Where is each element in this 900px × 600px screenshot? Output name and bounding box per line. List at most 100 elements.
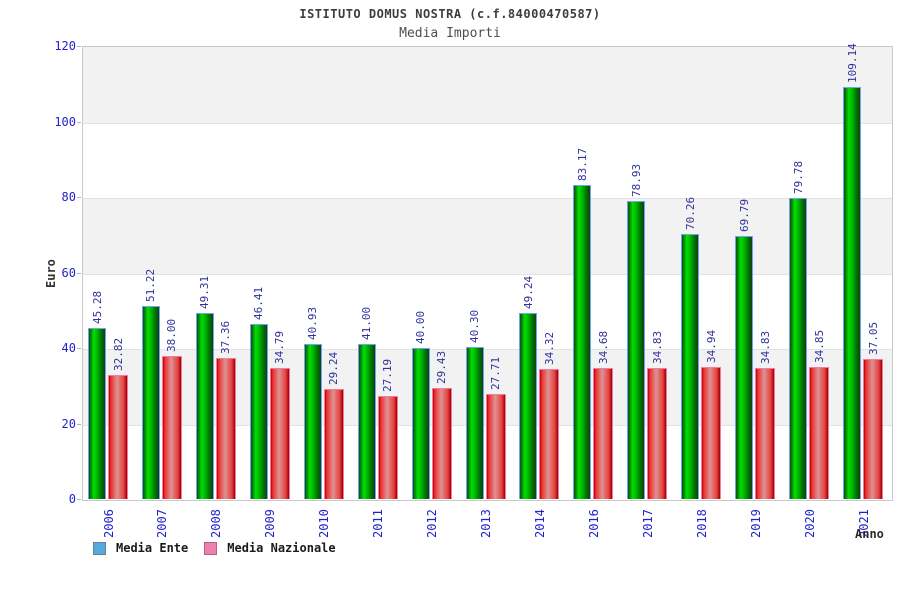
bar-value-label: 29.43 [435,350,449,384]
gridline [83,122,892,124]
y-tick-mark [77,348,81,349]
bar-value-label: 70.26 [683,196,697,230]
bar-media-ente [843,86,862,499]
y-tick-label: 20 [61,416,76,431]
plot-band-gray [83,47,892,123]
bar-value-label: 29.24 [327,351,341,385]
bar-media-nazionale [863,359,884,499]
bar-media-nazionale [485,394,506,499]
bar-value-label: 38.00 [165,318,179,352]
media-ente-swatch-icon [93,541,106,555]
bar-value-label: 34.79 [273,330,287,364]
x-tick-label: 2020 [802,509,817,538]
bar-media-ente [627,201,646,499]
bar-value-label: 34.32 [542,332,556,366]
bar-media-nazionale [593,368,614,499]
x-tick-label: 2017 [640,509,655,538]
bar-value-label: 69.79 [737,198,751,232]
bar-value-label: 34.68 [596,330,610,365]
bar-value-label: 46.41 [252,286,266,320]
x-tick-label: 2012 [425,509,440,538]
bar-value-label: 27.19 [381,359,395,393]
gridline [83,198,892,199]
bar-media-nazionale [539,369,560,499]
x-tick-label: 2013 [479,509,494,538]
bar-media-ente [735,235,754,499]
chart-title: ISTITUTO DOMUS NOSTRA (c.f.84000470587) [299,7,601,21]
bar-media-nazionale [647,367,668,499]
bar-value-label: 83.17 [575,147,589,182]
legend-label: Media Ente [116,541,189,555]
x-tick-label: 2009 [263,509,278,538]
chart-subtitle: Media Importi [399,26,501,41]
bar-media-nazionale [377,396,398,499]
x-tick-label: 2007 [155,509,170,538]
gridline [83,273,892,275]
bar-value-label: 27.71 [489,357,503,391]
bar-value-label: 79.78 [791,160,805,194]
bar-value-label: 34.83 [650,330,664,364]
bar-media-nazionale [755,367,776,499]
plot-band-white [83,122,892,198]
bar-media-ente [411,348,430,499]
x-tick-label: 2010 [317,509,332,538]
bar-media-nazionale [701,367,722,499]
x-tick-label: 2014 [532,509,547,538]
bar-value-label: 37.05 [866,322,880,356]
x-tick-label: 2008 [209,509,224,538]
bar-media-nazionale [215,357,236,499]
bar-media-ente [88,328,106,499]
y-tick-label: 120 [54,39,76,53]
bar-value-label: 49.31 [198,275,212,309]
legend-item-media-nazionale: Media Nazionale [204,541,336,555]
bar-value-label: 37.36 [219,320,233,354]
bar-media-nazionale [431,387,452,499]
gridline [83,349,892,350]
bar-value-label: 34.85 [812,330,826,364]
bar-media-ente [249,323,268,499]
bar-media-ente [573,185,592,499]
bar-value-label: 34.83 [758,330,772,364]
plot-band-white [83,273,892,349]
bar-media-nazionale [108,375,128,499]
plot-band-gray [83,198,892,274]
y-tick-mark [77,121,81,123]
bar-media-ente [681,233,700,499]
x-axis-title: Anno [855,527,884,541]
bar-value-label: 41.00 [360,307,374,341]
bar-value-label: 49.24 [521,275,535,310]
bar-value-label: 78.93 [629,163,643,198]
legend-item-media-ente: Media Ente [93,541,188,555]
bar-media-nazionale [809,367,830,499]
media-nazionale-swatch-icon [204,541,218,555]
y-tick-mark [77,499,81,500]
y-tick-mark [77,272,81,274]
x-tick-label: 2016 [586,509,601,538]
bar-value-label: 40.30 [468,309,482,343]
bar-media-nazionale [323,388,344,499]
bar-media-ente [465,346,484,499]
bar-value-label: 32.82 [111,337,125,372]
y-tick-mark [77,46,81,47]
bar-media-ente [303,344,322,499]
y-tick-label: 40 [61,341,76,355]
y-tick-mark [77,423,81,425]
y-tick-label: 80 [61,190,76,204]
bar-value-label: 34.94 [704,329,718,364]
y-tick-label: 100 [54,114,76,129]
bar-value-label: 51.22 [144,268,158,302]
bar-media-ente [357,344,376,499]
legend: Media Ente Media Nazionale [93,541,336,555]
x-tick-label: 2006 [101,509,116,538]
y-tick-label: 0 [68,492,76,506]
bar-media-ente [789,197,808,499]
legend-label: Media Nazionale [227,541,336,555]
y-axis-title: Euro [44,259,58,288]
bar-media-ente [141,305,160,499]
x-tick-label: 2011 [371,509,386,538]
bar-media-ente [195,312,214,499]
x-tick-label: 2018 [694,509,709,538]
y-tick-label: 60 [61,265,76,280]
bar-value-label: 109.14 [845,43,859,83]
